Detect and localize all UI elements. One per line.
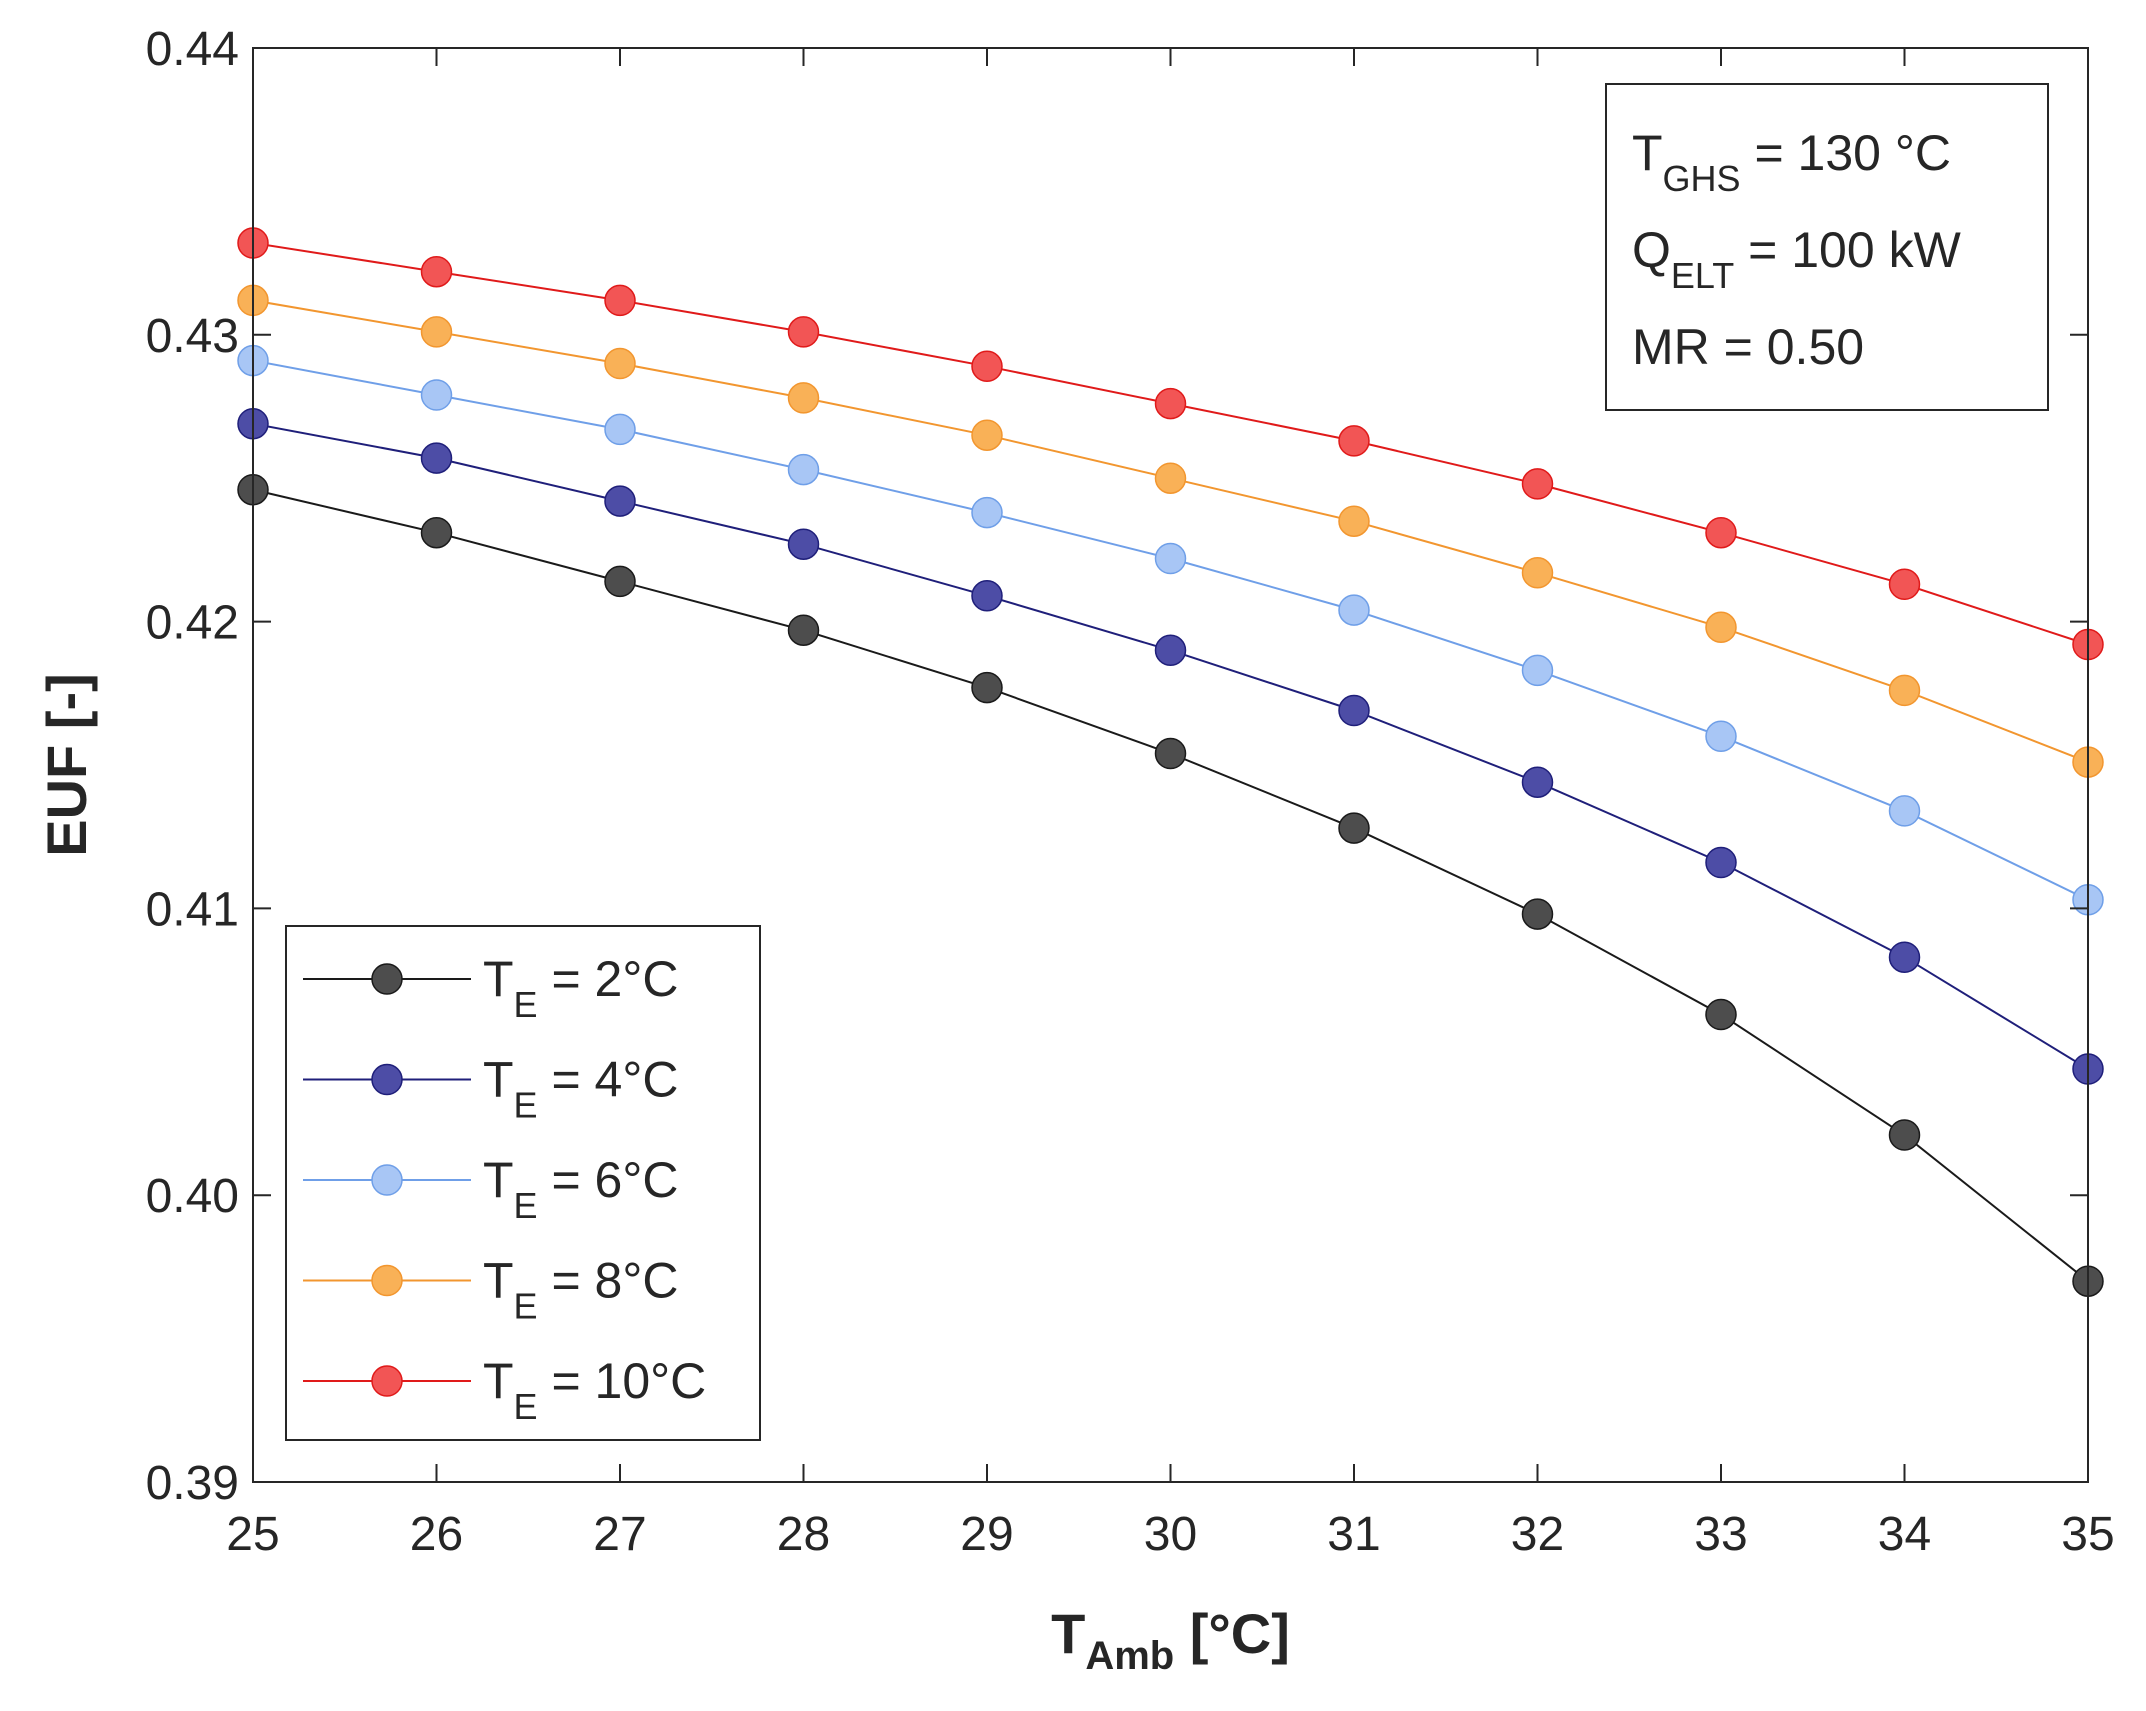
annotation-line-3: MR = 0.50 — [1632, 319, 1864, 375]
data-point — [971, 580, 1003, 612]
x-tick-label: 30 — [1144, 1508, 1197, 1561]
data-point — [1154, 737, 1187, 770]
x-tick-label: 32 — [1511, 1508, 1564, 1561]
data-point — [1154, 542, 1187, 575]
data-point — [787, 614, 820, 646]
data-point — [1521, 766, 1554, 798]
y-tick-label: 0.39 — [146, 1457, 239, 1510]
annotation-line-2: QELT = 100 kW — [1632, 222, 1962, 296]
data-point — [1338, 812, 1370, 844]
legend-marker — [371, 1164, 403, 1196]
data-point — [1705, 611, 1737, 644]
legend-marker — [371, 963, 403, 995]
x-tick-label: 31 — [1327, 1508, 1380, 1561]
data-point — [1521, 557, 1554, 589]
data-point — [1521, 898, 1554, 930]
data-point — [1705, 720, 1737, 753]
x-tick-label: 25 — [226, 1508, 279, 1561]
data-point — [420, 442, 453, 474]
data-point — [1888, 674, 1921, 707]
data-point — [971, 419, 1003, 451]
data-point — [1338, 694, 1370, 727]
data-point — [1888, 795, 1921, 827]
legend-box — [285, 925, 761, 1441]
data-point — [1888, 941, 1921, 973]
series-1 — [237, 473, 2104, 1297]
data-point — [604, 413, 636, 446]
data-point — [1338, 505, 1370, 537]
x-tick-label: 29 — [960, 1508, 1013, 1561]
legend: TE = 2°C TE = 4°C TE = 6°C TE = 8°C TE = 10°… — [285, 925, 761, 1441]
legend-entry-3: TE = 6°C — [303, 1152, 678, 1226]
x-tick-label: 35 — [2061, 1508, 2114, 1561]
legend-entry-5: TE = 10°C — [303, 1353, 706, 1427]
data-point — [604, 284, 636, 317]
data-point — [604, 347, 636, 380]
data-point — [787, 316, 820, 348]
legend-marker — [371, 1063, 403, 1096]
y-tick-label: 0.42 — [146, 597, 239, 650]
annotation-box — [1605, 83, 2049, 411]
legend-entry-1: TE = 2°C — [303, 951, 678, 1025]
legend-label: TE = 2°C — [483, 951, 678, 1025]
data-point — [1705, 998, 1737, 1031]
y-tick-label: 0.44 — [146, 23, 239, 76]
x-tick-label: 27 — [593, 1508, 646, 1561]
data-point — [1338, 425, 1370, 457]
x-tick-label: 26 — [410, 1508, 463, 1561]
legend-entry-2: TE = 4°C — [303, 1052, 678, 1126]
series-layer — [237, 227, 2104, 1297]
data-point — [1705, 516, 1737, 549]
data-point — [1521, 468, 1554, 500]
x-tick-label: 33 — [1694, 1508, 1747, 1561]
y-tick-label: 0.43 — [146, 310, 239, 363]
legend-entry-4: TE = 8°C — [303, 1253, 678, 1327]
y-axis-title: EUF [-] — [35, 673, 98, 857]
x-tick-label: 34 — [1878, 1508, 1931, 1561]
data-point — [1888, 1119, 1921, 1151]
data-point — [604, 565, 636, 598]
axes: 25 26 27 28 29 30 31 32 33 34 35 0.39 0.40 0.41 0.42 0.… — [35, 23, 2115, 1678]
legend-label: TE = 8°C — [483, 1253, 678, 1327]
data-point — [1154, 634, 1187, 667]
legend-marker — [371, 1365, 403, 1397]
data-point — [1154, 462, 1187, 494]
legend-marker — [371, 1264, 403, 1297]
series-4 — [237, 284, 2104, 778]
x-tick-label: 28 — [777, 1508, 830, 1561]
data-point — [604, 485, 636, 517]
legend-label: TE = 6°C — [483, 1152, 678, 1226]
y-tick-label: 0.41 — [146, 883, 239, 936]
legend-label: TE = 10°C — [483, 1353, 706, 1427]
data-point — [420, 316, 453, 348]
data-point — [420, 379, 453, 411]
annotation-line-1: TGHS = 130 °C — [1632, 125, 1951, 199]
data-point — [787, 382, 820, 414]
y-tick-label: 0.40 — [146, 1170, 239, 1223]
data-point — [420, 516, 453, 549]
data-point — [1888, 568, 1921, 601]
data-point — [1338, 594, 1370, 626]
parameter-annotation-box: TGHS = 130 °C QELT = 100 kW MR = 0.50 — [1605, 83, 2049, 411]
data-point — [1154, 387, 1187, 420]
data-point — [1705, 846, 1737, 879]
legend-label: TE = 4°C — [483, 1052, 678, 1126]
data-point — [971, 350, 1003, 383]
data-point — [787, 453, 820, 486]
data-point — [1521, 654, 1554, 687]
series-5 — [237, 227, 2104, 661]
data-point — [420, 255, 453, 288]
data-point — [787, 528, 820, 560]
data-point — [971, 671, 1003, 704]
data-point — [971, 496, 1003, 529]
x-axis-title: TAmb [°C] — [1051, 1602, 1290, 1678]
